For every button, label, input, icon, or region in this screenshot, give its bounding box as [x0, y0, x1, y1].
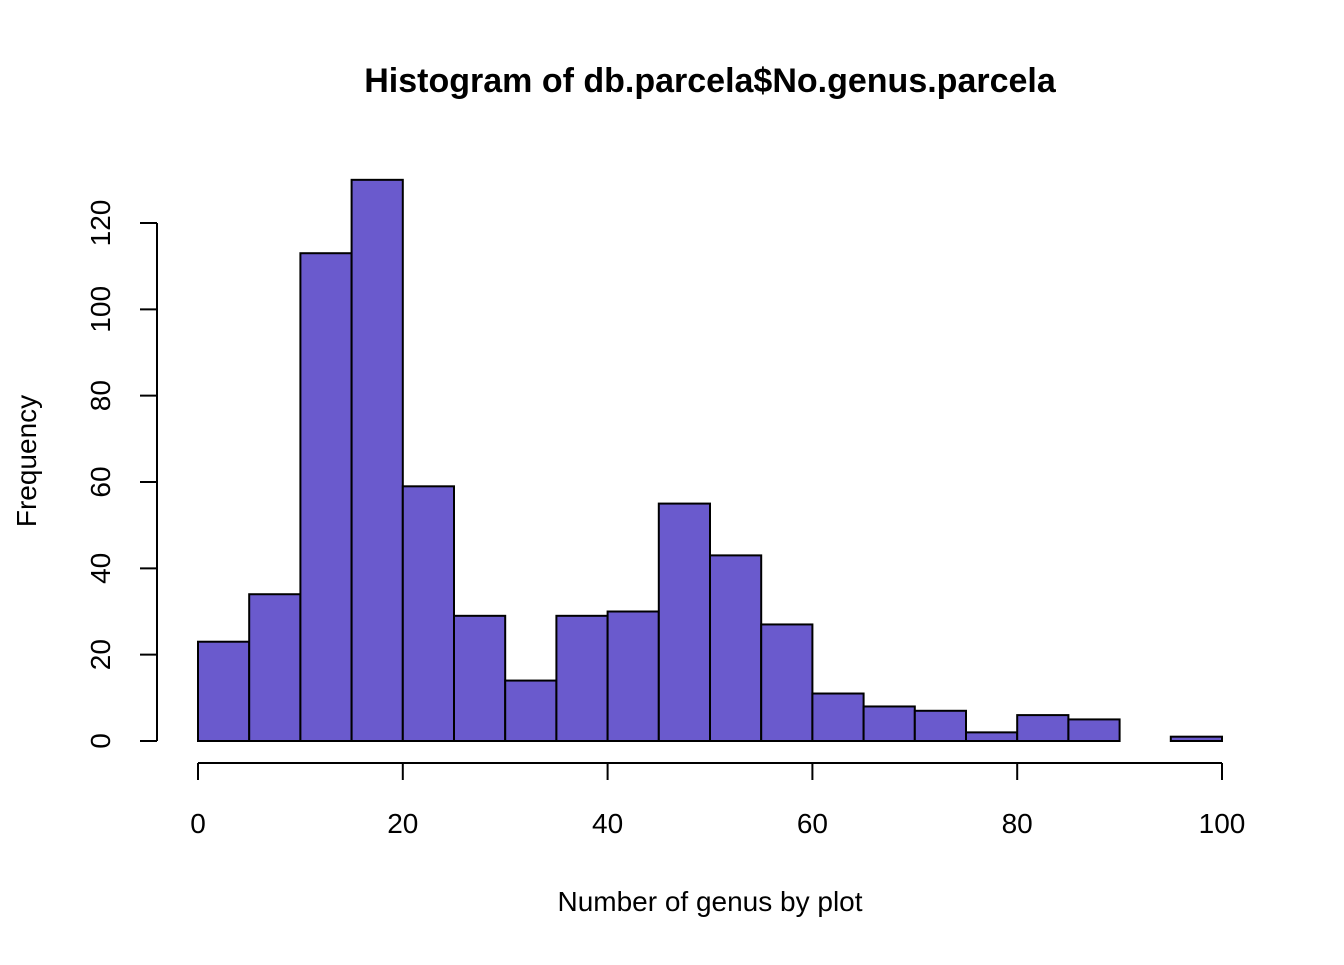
histogram-bar: [197, 640, 251, 743]
y-tick-label: 100: [85, 286, 116, 333]
x-axis: 0 20 40 60 80 100: [190, 762, 1246, 839]
y-axis-label: Frequency: [11, 395, 42, 527]
histogram-bar: [913, 709, 967, 742]
histogram-bar: [299, 252, 353, 742]
y-tick-label: 0: [85, 733, 116, 749]
histogram-bar: [350, 178, 404, 743]
histogram-bar: [709, 554, 763, 743]
histogram-bar: [606, 610, 660, 742]
x-tick-label: 60: [797, 808, 828, 839]
histogram-bar: [1016, 714, 1070, 742]
histogram-bar: [657, 502, 711, 743]
x-tick-label: 20: [387, 808, 418, 839]
histogram-bar: [1169, 735, 1224, 743]
histogram-bar: [965, 731, 1019, 742]
histogram-bar: [811, 692, 865, 742]
y-tick-label: 80: [85, 380, 116, 411]
x-tick-label: 0: [190, 808, 206, 839]
histogram-bar: [248, 593, 302, 742]
histogram-bar: [401, 485, 455, 743]
x-tick-label: 100: [1199, 808, 1246, 839]
y-tick-label: 120: [85, 200, 116, 247]
histogram-bar: [1067, 718, 1121, 743]
y-axis: 0 20 40 60 80 100 120: [85, 200, 158, 749]
histogram-bar: [453, 614, 507, 742]
histogram-bar: [555, 614, 609, 742]
histogram-bar: [760, 623, 814, 743]
y-tick-label: 60: [85, 466, 116, 497]
histogram-bar: [504, 679, 558, 742]
x-tick-label: 40: [592, 808, 623, 839]
y-tick-label: 20: [85, 639, 116, 670]
bars-group: [197, 178, 1224, 743]
y-tick-label: 40: [85, 553, 116, 584]
x-axis-label: Number of genus by plot: [557, 886, 862, 917]
chart-title: Histogram of db.parcela$No.genus.parcela: [364, 62, 1057, 100]
x-tick-label: 80: [1002, 808, 1033, 839]
histogram-bar: [862, 705, 916, 743]
